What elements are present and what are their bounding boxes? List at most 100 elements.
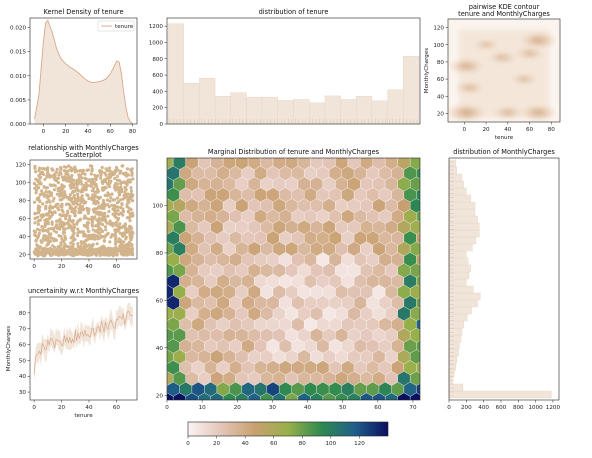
scatter-point xyxy=(80,188,84,192)
scatter-point xyxy=(55,250,59,254)
kde2d-ytick-label: 20 xyxy=(437,111,445,117)
scatter-point xyxy=(113,204,117,208)
scatter-point xyxy=(46,171,50,175)
scatter-point xyxy=(128,224,132,228)
hexbin-cell xyxy=(416,188,420,201)
hexbin-cell xyxy=(148,371,161,385)
tenure_hist-ytick-label: 600 xyxy=(152,73,163,79)
scatter-point xyxy=(42,172,46,176)
kde-chart: tenure Kernel Density of tenure 0 20 40 60 80 0… xyxy=(10,8,138,135)
scatter-point xyxy=(122,240,126,244)
scatter-point xyxy=(86,229,90,233)
hexbin-ytick-label: 80 xyxy=(156,251,164,257)
scatter-point xyxy=(37,231,42,235)
hexbin-cell xyxy=(167,234,168,242)
scatter-point xyxy=(123,192,127,196)
scatter-point xyxy=(113,228,117,232)
scatter-point xyxy=(50,206,54,210)
scatter-point xyxy=(90,223,94,227)
scatter-point xyxy=(73,214,77,218)
scatter-point xyxy=(53,237,57,241)
kde-xtick-label: 40 xyxy=(84,129,92,135)
scatter-point xyxy=(36,211,40,215)
kde2d-xtick-label: 20 xyxy=(482,127,490,133)
scatter-point xyxy=(107,166,112,170)
hexbin-xtick-label: 10 xyxy=(199,405,207,411)
scatter-point xyxy=(113,209,117,213)
scatter-point xyxy=(96,201,100,205)
scatter-point xyxy=(46,242,51,246)
scatter-point xyxy=(37,196,41,200)
scatter-point xyxy=(73,167,77,171)
scatter-point xyxy=(52,176,56,180)
scatter-point xyxy=(116,182,120,186)
hexbin-cell xyxy=(167,392,174,400)
scatter-point xyxy=(100,165,104,170)
scatter-point xyxy=(109,196,113,200)
scatter-point xyxy=(90,215,94,219)
scatter-point xyxy=(76,242,80,246)
scatter-point xyxy=(72,207,76,211)
hexbin-cell xyxy=(167,320,168,329)
scatter-point xyxy=(107,209,111,214)
scatter-point xyxy=(124,253,128,257)
scatter-point xyxy=(62,169,67,173)
scatter-point xyxy=(80,205,85,209)
tenure-hist-bar xyxy=(387,89,404,125)
scatter-point xyxy=(47,217,51,221)
scatter-point xyxy=(49,248,54,252)
scatter-point xyxy=(122,247,126,251)
hexbin-axes-frame xyxy=(166,157,421,401)
mc-hist-bar xyxy=(448,208,476,217)
scatter-point xyxy=(126,173,130,177)
hexbin-cell xyxy=(148,263,161,277)
hexbin-title: Marginal Distribution of tenure and Mont… xyxy=(208,148,380,156)
scatter-point xyxy=(126,227,130,231)
scatter-point xyxy=(91,182,95,186)
hexbin-cell xyxy=(416,232,420,244)
scatter-point xyxy=(106,191,110,195)
scatter-point xyxy=(108,219,112,223)
hexbin-ytick-label: 60 xyxy=(156,298,164,304)
scatter-point xyxy=(71,219,75,223)
mc_hist-xtick-label: 0 xyxy=(447,405,451,411)
mc_hist-xtick-label: 200 xyxy=(461,405,472,411)
scatter-point xyxy=(37,208,41,212)
scatter-point xyxy=(106,247,110,251)
hexbin-cell xyxy=(148,177,161,191)
scatter-point xyxy=(109,179,113,183)
scatter-point xyxy=(52,226,56,230)
hexbin-cell xyxy=(410,158,420,170)
scatter-point xyxy=(80,176,84,180)
scatter-point xyxy=(106,252,110,256)
colorbar-tick-label: 40 xyxy=(242,441,250,447)
scatter-point xyxy=(103,193,107,197)
tenure_hist-title: distribution of tenure xyxy=(259,8,329,16)
scatter-point xyxy=(105,181,110,186)
scatter-point xyxy=(90,169,94,173)
scatter-point xyxy=(119,231,123,235)
kde2d-contour-level xyxy=(519,77,529,82)
kde2d-title: pairwise KDE contour xyxy=(469,3,540,11)
scatter-point xyxy=(111,222,115,226)
scatter-point xyxy=(81,185,85,190)
kde2d-ytick-label: 80 xyxy=(437,60,445,66)
scatter-point xyxy=(101,186,105,190)
scatter-point xyxy=(80,182,84,186)
scatter-point xyxy=(113,233,117,237)
scatter-point xyxy=(33,200,37,204)
tenure_hist-ytick-label: 400 xyxy=(152,89,163,95)
tenure_hist-ytick-label: 800 xyxy=(152,57,163,63)
scatter-point xyxy=(67,222,71,227)
hexbin-chart: Marginal Distribution of tenure and Mont… xyxy=(148,148,421,411)
scatter-point xyxy=(130,244,134,248)
kde-ytick-label: 0.015 xyxy=(10,50,26,56)
mc-hist-bar xyxy=(448,264,471,273)
scatter-point xyxy=(55,192,59,196)
scatter-point xyxy=(95,212,99,216)
hexbin-cell xyxy=(148,328,161,342)
scatter-point xyxy=(107,205,111,209)
kde2d-ylabel: MonthlyCharges xyxy=(424,48,430,93)
scatter-point xyxy=(40,192,44,196)
